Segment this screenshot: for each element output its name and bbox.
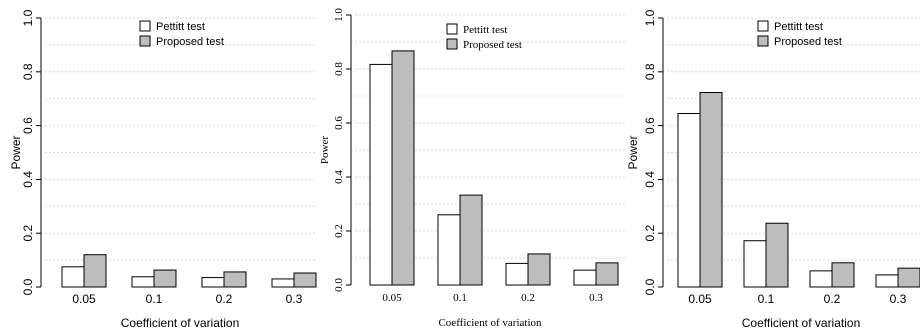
x-tick-label: 0.3 xyxy=(890,292,907,306)
y-tick-label: 0.8 xyxy=(643,63,657,80)
bar-pettitt-0.05 xyxy=(369,63,393,286)
chart-panel-3: 0.0 0.2 0.4 0.6 0.8 1.0 Power 0.05 0.1 0.2 0.3 Coef… xyxy=(626,9,920,330)
bar-pettitt-0.3 xyxy=(875,274,899,288)
bar-pettitt-0.1 xyxy=(743,240,767,288)
y-tick-label: 1.0 xyxy=(333,8,345,22)
x-tick-label: 0.3 xyxy=(589,292,603,304)
bar-pettitt-0.05 xyxy=(677,112,701,288)
bar-proposed-0.05 xyxy=(699,92,723,288)
bar-proposed-0.05 xyxy=(83,254,107,288)
bar-proposed-0.3 xyxy=(293,272,317,288)
y-tick-label: 0.6 xyxy=(643,117,657,134)
legend-label-pettitt: Pettitt test xyxy=(156,21,205,33)
x-tick-label: 0.3 xyxy=(286,292,303,306)
bar-proposed-0.3 xyxy=(595,262,619,286)
bar-proposed-0.05 xyxy=(391,50,415,286)
legend-label-pettitt: Pettitt test xyxy=(774,21,823,33)
bar-pettitt-0.2 xyxy=(809,270,833,288)
legend-label-proposed: Proposed test xyxy=(774,36,842,48)
bar-pettitt-0.2 xyxy=(505,262,529,286)
bar-proposed-0.2 xyxy=(527,253,551,286)
bar-proposed-0.1 xyxy=(459,194,483,286)
y-axis-label: Power xyxy=(9,135,23,169)
bar-proposed-0.3 xyxy=(897,267,920,288)
legend-label-proposed: Proposed test xyxy=(156,36,224,48)
y-tick-label: 0.4 xyxy=(333,170,345,184)
legend-label-pettitt: Pettitt test xyxy=(463,24,507,36)
y-tick-label: 0.6 xyxy=(21,117,35,134)
y-tick-label: 0.2 xyxy=(643,225,657,242)
bar-proposed-0.1 xyxy=(765,222,789,288)
y-axis-label: Power xyxy=(319,136,331,164)
y-tick-label: 0.4 xyxy=(643,171,657,188)
bar-pettitt-0.3 xyxy=(573,269,597,286)
bar-proposed-0.1 xyxy=(153,269,177,288)
bar-pettitt-0.1 xyxy=(131,276,155,288)
y-tick-label: 0.0 xyxy=(643,278,657,295)
x-axis-label: Coefficient of variation xyxy=(438,317,542,329)
legend-swatch-pettitt xyxy=(139,20,151,32)
bar-proposed-0.2 xyxy=(223,271,247,288)
x-axis-label: Coefficient of variation xyxy=(742,316,861,330)
x-tick-label: 0.2 xyxy=(824,292,841,306)
x-tick-label: 0.1 xyxy=(758,292,775,306)
y-tick-label: 1.0 xyxy=(643,9,657,26)
legend-swatch-proposed xyxy=(757,35,769,47)
legend-label-proposed: Proposed test xyxy=(463,39,522,51)
y-tick-label: 0.4 xyxy=(21,171,35,188)
legend-swatch-proposed xyxy=(446,38,458,50)
x-tick-label: 0.05 xyxy=(688,292,712,306)
x-tick-label: 0.2 xyxy=(216,292,233,306)
chart-panel-1: 0.0 0.2 0.4 0.6 0.8 1.0 Power 0.05 0.1 0.2 0.3 Coef… xyxy=(9,9,317,330)
x-tick-label: 0.2 xyxy=(521,292,535,304)
bar-pettitt-0.3 xyxy=(271,278,295,288)
chart-panel-2: 0.0 0.2 0.4 0.6 0.8 1.0 Power 0.05 0.1 0.2 0.3 Coef… xyxy=(319,8,625,329)
bar-pettitt-0.1 xyxy=(437,214,461,286)
bar-pettitt-0.05 xyxy=(61,266,85,288)
y-tick-label: 0.2 xyxy=(333,224,345,238)
x-tick-label: 0.05 xyxy=(382,292,402,304)
y-tick-label: 0.6 xyxy=(333,116,345,130)
x-axis-label: Coefficient of variation xyxy=(121,316,240,330)
legend-swatch-pettitt xyxy=(757,20,769,32)
y-tick-label: 0.0 xyxy=(21,278,35,295)
y-tick-label: 0.0 xyxy=(333,278,345,292)
legend-swatch-proposed xyxy=(139,35,151,47)
y-tick-label: 0.8 xyxy=(21,63,35,80)
y-axis-label: Power xyxy=(626,135,640,169)
y-tick-label: 0.8 xyxy=(333,62,345,76)
bar-proposed-0.2 xyxy=(831,262,855,288)
x-tick-label: 0.05 xyxy=(72,292,96,306)
y-tick-label: 1.0 xyxy=(21,9,35,26)
x-tick-label: 0.1 xyxy=(146,292,163,306)
y-tick-label: 0.2 xyxy=(21,225,35,242)
legend-swatch-pettitt xyxy=(446,23,458,35)
x-tick-label: 0.1 xyxy=(453,292,467,304)
bar-pettitt-0.2 xyxy=(201,277,225,288)
